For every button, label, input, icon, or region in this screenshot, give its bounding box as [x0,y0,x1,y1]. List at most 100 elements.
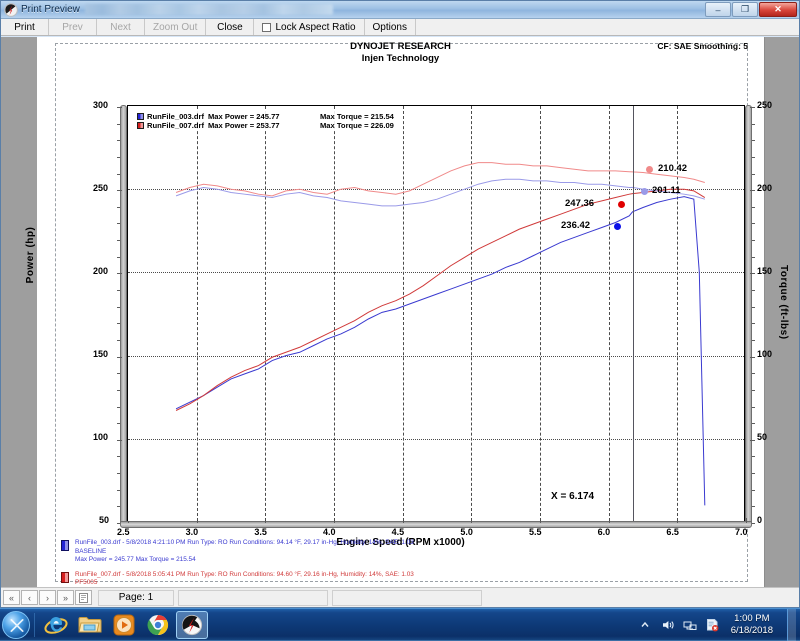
y-tick-250: 250 [93,183,109,193]
minimize-button[interactable]: – [705,2,731,17]
legend-file-1: RunFile_003.drf [147,112,204,121]
file-explorer-icon [78,616,102,632]
grid-line-x-6 [608,106,610,521]
taskbar-item-chrome[interactable] [142,611,174,639]
grid-line-x-3.5 [265,106,267,521]
legend-swatch-red-icon [137,122,144,129]
window-titlebar[interactable]: Print Preview – ❐ ✕ [1,1,799,19]
axis-tick [117,506,120,508]
next-page-button[interactable]: › [39,590,56,605]
preview-toolbar: Print Prev Next Zoom Out Close Lock Aspe… [1,19,799,36]
window-title-redacted [84,4,333,15]
legend-row-1: RunFile_003.drf Max Power = 245.77 Max T… [137,112,394,121]
grid-line-x-3 [196,106,198,521]
window-controls: – ❐ ✕ [705,2,797,17]
axis-tick [752,240,755,242]
axis-tick [752,456,755,458]
run-info-item: RunFile_007.drf - 5/8/2018 5:05:41 PM Ru… [61,571,721,587]
chrome-icon [147,614,169,635]
y2-tick-200: 200 [757,183,773,193]
axis-tick [752,423,755,425]
close-window-button[interactable]: ✕ [759,2,797,17]
taskbar-item-file-explorer[interactable] [74,611,106,639]
network-icon[interactable] [683,618,697,632]
x-axis-rail [120,518,752,528]
axis-tick [117,423,120,425]
axis-tick [752,156,755,158]
run-1-line-3: Max Power = 245.77 Max Torque = 215.54 [75,556,196,564]
marker-torque-red [646,166,653,173]
taskbar-item-media-player[interactable] [108,611,140,639]
taskbar-clock[interactable]: 1:00 PM 6/18/2018 [727,613,779,637]
prev-page-button: Prev [49,19,97,35]
series-runfile-007-power [175,188,706,411]
page-setup-icon[interactable] [75,590,92,605]
y-tick-150: 150 [93,349,109,359]
legend-power-1: Max Power = 245.77 [207,112,280,121]
y-axis-left-rail [117,105,127,524]
axis-tick [752,489,755,491]
correction-factor-info: CF: SAE Smoothing: 5 [657,41,748,51]
y2-tick-0: 0 [757,515,763,525]
taskbar-item-dynojet[interactable] [176,610,208,639]
legend-torque-1: Max Torque = 215.54 [319,112,394,121]
print-preview-window: Print Preview – ❐ ✕ Print Prev Next Zoom… [0,0,800,608]
y-axis-left-title: Power (hp) [25,226,36,284]
close-preview-button[interactable]: Close [206,19,255,35]
callout-torque-red: 210.42 [658,163,688,174]
axis-tick [117,273,122,275]
grid-line-y-250 [128,189,744,191]
axis-tick [752,306,755,308]
y-tick-300: 300 [93,100,109,110]
maximize-button[interactable]: ❐ [732,2,758,17]
taskbar-item-internet-explorer[interactable] [40,611,72,639]
run-info-item: RunFile_003.drf - 5/8/2018 4:21:10 PM Ru… [61,539,721,565]
axis-tick [117,156,120,158]
axis-tick [117,323,120,325]
lock-aspect-ratio-checkbox[interactable]: Lock Aspect Ratio [254,19,365,35]
axis-tick [750,107,755,108]
print-button[interactable]: Print [1,19,49,35]
axis-tick [750,439,755,441]
x-tick-3.0: 3.0 [185,527,199,537]
run-swatch-blue-icon [61,540,69,551]
next-page-button: Next [97,19,145,35]
previous-page-button[interactable]: ‹ [21,590,38,605]
preview-surface: DYNOJET RESEARCH Injen Technology CF: SA… [1,37,799,587]
run-1-line-1: RunFile_003.drf - 5/8/2018 4:21:10 PM Ru… [75,539,414,546]
axis-tick [752,373,755,375]
options-button[interactable]: Options [364,19,416,35]
internet-explorer-icon [44,616,68,634]
axis-tick [117,473,120,475]
y-axis-right-rail [745,105,755,524]
first-page-button[interactable]: « [3,590,20,605]
legend-swatch-blue-icon [137,113,144,120]
start-button[interactable] [2,610,30,639]
axis-tick [117,173,120,175]
last-page-button[interactable]: » [57,590,74,605]
run-1-line-2: BASELINE [75,547,107,555]
volume-icon[interactable] [661,618,675,632]
checkbox-icon[interactable] [262,22,272,32]
y2-tick-100: 100 [757,349,773,359]
action-center-icon[interactable] [705,618,719,632]
axis-tick [752,389,755,391]
series-runfile-003-torque [175,178,705,207]
axis-tick [117,290,120,292]
axis-tick [752,140,755,142]
show-hidden-icons-icon[interactable] [639,618,653,632]
dyno-chart-plot: RunFile_003.drf Max Power = 245.77 Max T… [127,105,745,521]
page-indicator: Page: 1 [98,589,174,606]
cursor-line[interactable] [632,106,634,521]
callout-power-blue: 236.42 [561,220,591,231]
axis-tick [752,223,755,225]
status-field-2 [332,589,482,606]
report-header: DYNOJET RESEARCH Injen Technology [37,41,764,64]
taskbar-separator [34,612,35,637]
y-axis-right-title: Torque (ft-lbs) [778,265,789,340]
grid-line-x-5 [471,106,473,521]
y-tick-200: 200 [93,266,109,276]
axis-tick [117,240,120,242]
show-desktop-button[interactable] [787,608,796,641]
